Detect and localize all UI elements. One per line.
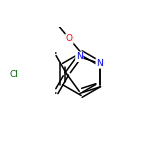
Text: N: N [96,59,103,68]
Text: N: N [76,52,83,61]
Text: O: O [66,34,73,43]
Text: Cl: Cl [9,70,18,79]
